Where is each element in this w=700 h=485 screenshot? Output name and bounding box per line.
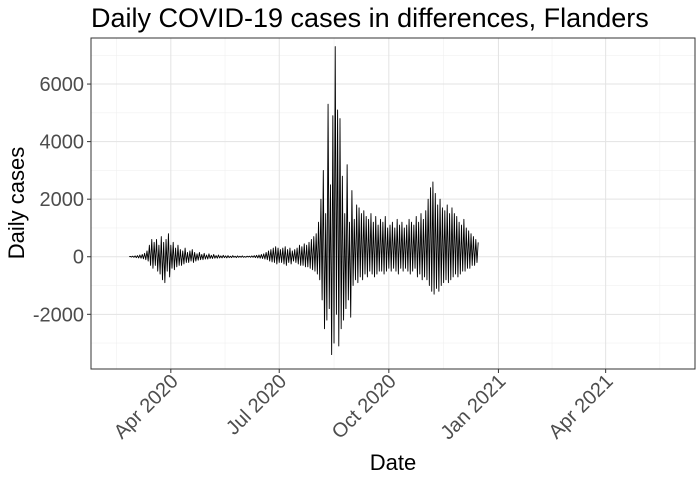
series-line — [129, 46, 479, 356]
y-axis-title: Daily cases — [4, 147, 29, 259]
plot-panel-background — [91, 38, 695, 369]
x-tick-label: Jul 2020 — [222, 370, 291, 439]
x-tick-label: Apr 2021 — [545, 370, 618, 443]
x-tick-label: Oct 2020 — [328, 370, 401, 443]
y-tick-label: 2000 — [40, 189, 85, 211]
y-axis: -2000 0 2000 4000 6000 — [33, 74, 91, 326]
series-layer — [129, 46, 479, 356]
y-tick-label: -2000 — [33, 304, 84, 326]
y-tick-label: 0 — [73, 247, 84, 269]
plot-panel-border — [90, 37, 696, 370]
y-tick-label: 4000 — [40, 132, 85, 154]
x-axis-title: Date — [370, 450, 416, 475]
chart-title: Daily COVID-19 cases in differences, Fla… — [91, 3, 649, 33]
y-tick-label: 6000 — [40, 74, 85, 96]
x-axis: Apr 2020 Jul 2020 Oct 2020 Jan 2021 Apr 2021 — [110, 369, 618, 444]
x-tick-label: Apr 2020 — [110, 370, 183, 443]
x-tick-label: Jan 2021 — [437, 370, 511, 444]
